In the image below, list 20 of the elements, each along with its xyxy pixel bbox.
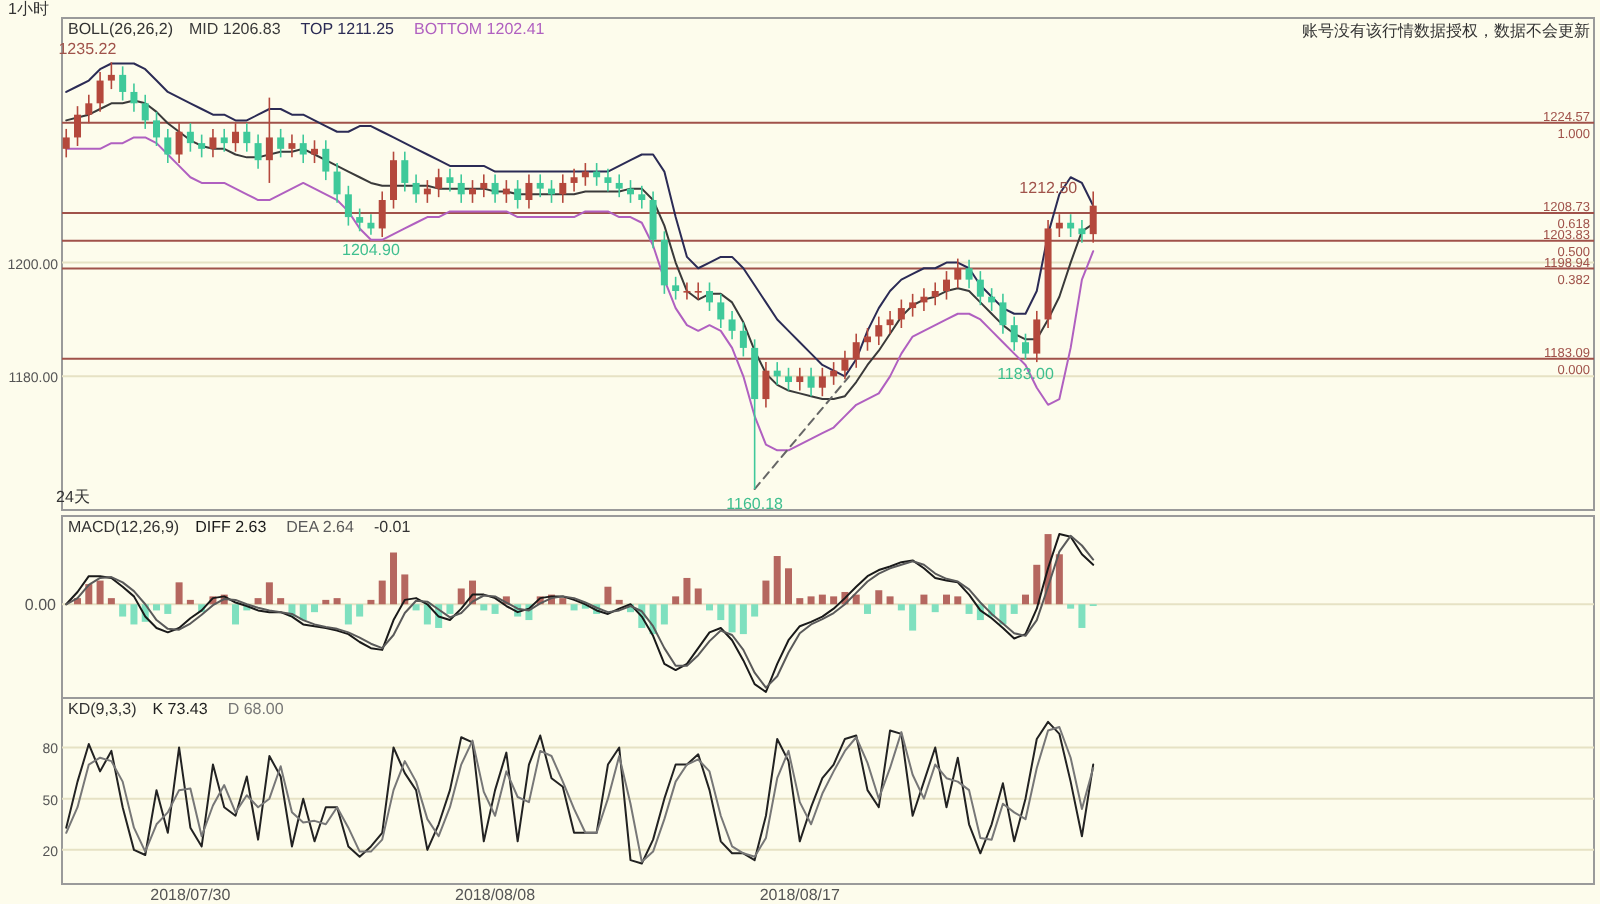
ref-line-label: 0.00 — [24, 596, 58, 615]
text: TOP 1211.25 — [300, 20, 396, 38]
annotation: 1160.18 — [726, 495, 785, 514]
x-tick-label: 2018/08/17 — [759, 886, 841, 904]
text: D 68.00 — [227, 700, 285, 718]
annotation: -0.01 — [373, 518, 412, 536]
text: 1小时 — [8, 0, 49, 18]
annotation: 1204.90 — [342, 240, 401, 259]
text: BOTTOM 1202.41 — [414, 20, 546, 38]
text: DEA 2.64 — [286, 518, 356, 536]
chart-title: MACD(12,26,9) — [68, 518, 180, 536]
x-tick-label: 2018/07/30 — [150, 886, 232, 904]
x-tick-label: 2018/08/08 — [455, 886, 537, 904]
annotation: 24天 — [56, 488, 90, 506]
annotation: 账号没有该行情数据授权，数据不会更新 — [1302, 22, 1590, 40]
text: MID 1206.83 — [188, 20, 282, 38]
text: DIFF 2.63 — [195, 518, 268, 536]
chart-title: KD(9,3,3) — [68, 700, 138, 718]
text: K 73.43 — [152, 700, 209, 718]
chart-title: BOLL(26,26,2) — [68, 20, 174, 38]
